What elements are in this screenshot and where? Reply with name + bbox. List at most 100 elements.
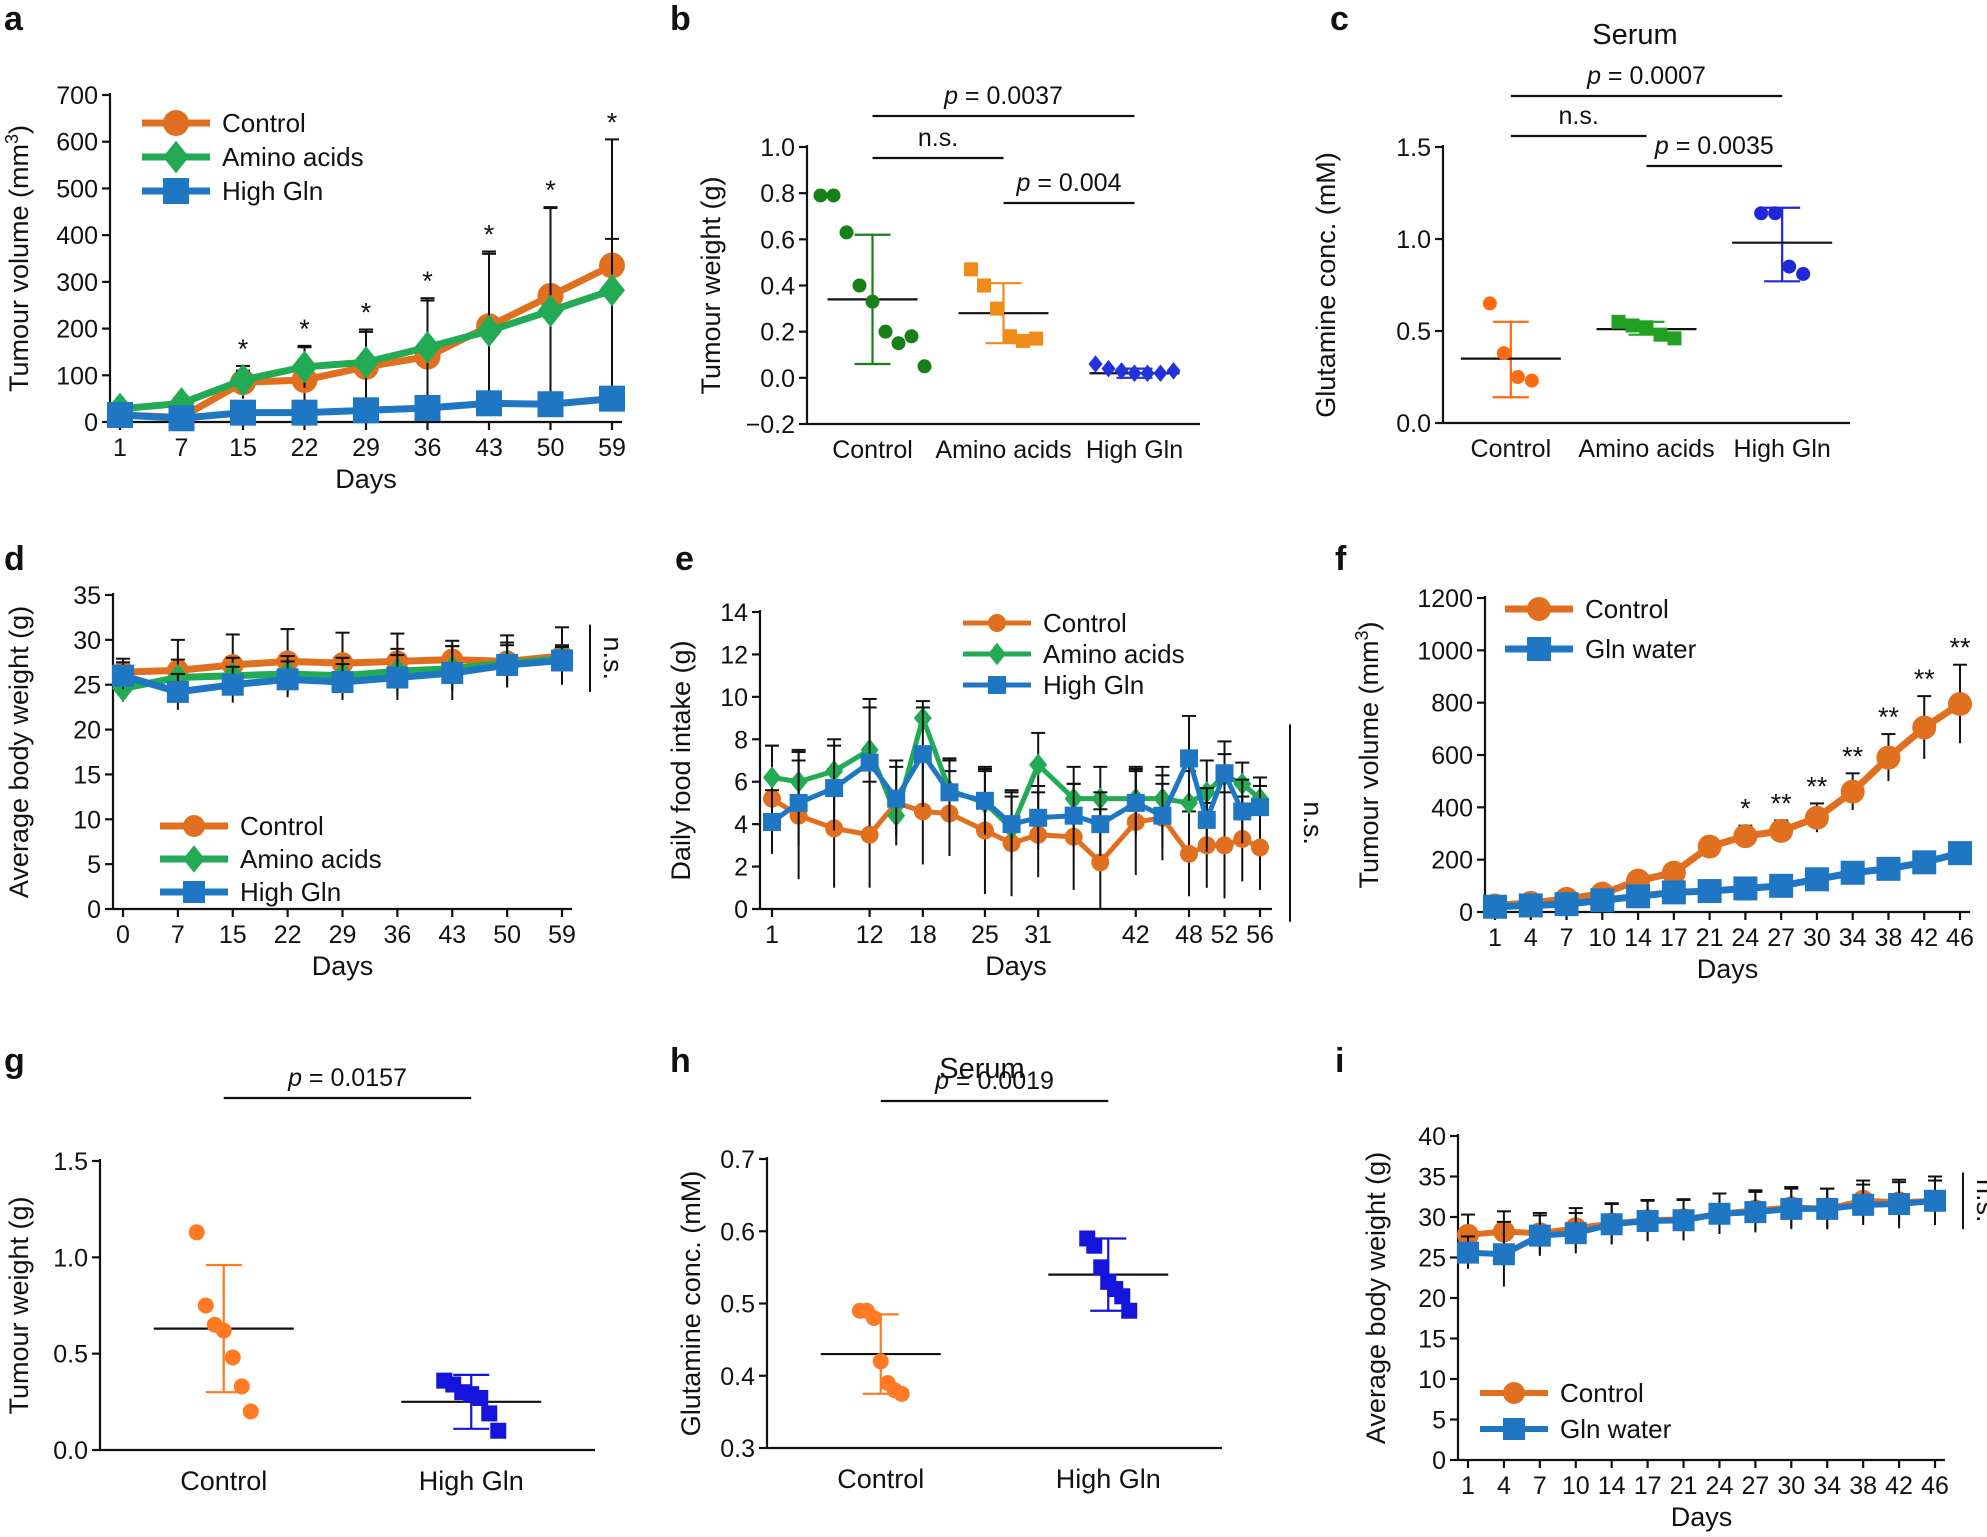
- data-point: [1661, 860, 1686, 885]
- x-tick-label: 38: [1849, 1472, 1877, 1500]
- y-tick-label: 14: [720, 599, 748, 627]
- data-point: [1496, 346, 1511, 361]
- data-point: [1002, 815, 1021, 834]
- data-point: [789, 793, 808, 812]
- x-tick-label: 1: [1488, 924, 1502, 952]
- y-tick-label: 600: [1431, 742, 1473, 770]
- data-point: [276, 668, 299, 691]
- y-tick-label: 0.2: [760, 319, 795, 347]
- data-point: [221, 673, 244, 696]
- data-point: [891, 336, 906, 351]
- x-tick-label: 52: [1211, 921, 1239, 949]
- data-point: [1948, 841, 1972, 866]
- data-point: [1804, 867, 1829, 892]
- y-axis-label: Average body weight (g): [1361, 1152, 1391, 1444]
- y-axis-label-close: ): [1354, 621, 1384, 630]
- y-tick-label: 10: [720, 684, 748, 712]
- data-point: [1804, 805, 1829, 830]
- legend-label: High Gln: [240, 877, 341, 907]
- p-value: = 0.0007: [1601, 62, 1706, 90]
- x-tick-label: 21: [1696, 924, 1724, 952]
- data-point: [1554, 892, 1579, 917]
- x-tick-label: 1: [1461, 1472, 1475, 1500]
- x-tick-label: 31: [1024, 921, 1052, 949]
- data-point: [1091, 853, 1110, 872]
- significance-marker: *: [361, 298, 372, 328]
- y-tick-label: 1.5: [53, 1148, 88, 1176]
- y-tick-label: 12: [720, 641, 748, 669]
- data-point: [1121, 1302, 1138, 1319]
- significance-marker: **: [1806, 771, 1828, 801]
- data-point: [913, 802, 932, 821]
- y-axis-label-text: Glutamine conc. (mM): [1311, 152, 1341, 418]
- data-point: [1912, 850, 1937, 875]
- y-tick-label: −0.2: [746, 411, 795, 439]
- legend-marker: [183, 815, 205, 837]
- y-tick-label: 10: [73, 806, 101, 834]
- data-point: [537, 391, 564, 418]
- x-tick-label: 48: [1175, 921, 1203, 949]
- panel-a-tumour-volume-chart: 0 100 200 300 400 500 600 700 1 7 15 22 29 36 43 50 59 Da…: [2, 82, 626, 494]
- legend: Control Gln water: [1480, 1378, 1672, 1444]
- data-point: [1016, 333, 1030, 348]
- data-point: [1127, 364, 1142, 382]
- y-tick-label: 800: [1431, 690, 1473, 718]
- y-tick-label: 30: [1418, 1204, 1446, 1232]
- comparison-label: n.s.: [1559, 102, 1599, 130]
- group-control: [813, 188, 932, 374]
- data-point: [1233, 802, 1252, 821]
- data-point: [1600, 1213, 1623, 1236]
- data-point: [872, 1353, 889, 1370]
- legend-label: High Gln: [1043, 670, 1144, 700]
- data-point: [197, 1297, 214, 1314]
- data-point: [168, 405, 195, 432]
- y-tick-label: 1200: [1417, 585, 1473, 613]
- legend-marker: [163, 140, 189, 174]
- panel-e-food-intake-chart: 0 2 4 6 8 10 12 14 1 12 18 25 31 42 48 52 56 Days Daily fo…: [666, 599, 1328, 981]
- comparison-label: p = 0.0037: [943, 82, 1063, 110]
- x-tick-label: 42: [1910, 924, 1938, 952]
- panel-letter-g: g: [4, 1042, 25, 1080]
- panel-letter-h: h: [670, 1042, 691, 1080]
- data-point: [1064, 806, 1083, 825]
- data-point: [865, 1309, 882, 1326]
- y-tick-label: 6: [734, 769, 748, 797]
- y-axis-label: Tumour weight (g): [4, 1196, 34, 1414]
- y-axis-label-text: Average body weight (g): [4, 606, 34, 898]
- group-control: [1460, 296, 1561, 399]
- y-axis-label-text: Tumour weight (g): [696, 176, 726, 394]
- legend-label: Control: [1585, 594, 1669, 624]
- x-tick-label: 7: [171, 921, 185, 949]
- data-point: [1653, 327, 1668, 342]
- series-amino-acids: [107, 207, 625, 426]
- data-point: [224, 1349, 241, 1366]
- x-tick-label: 0: [116, 921, 130, 949]
- group-high-gln: [1732, 206, 1833, 283]
- legend-label: Amino acids: [1043, 639, 1185, 669]
- data-point: [1672, 1209, 1695, 1232]
- data-point: [1816, 1197, 1839, 1220]
- x-tick-label: 46: [1921, 1472, 1949, 1500]
- data-point: [1769, 873, 1794, 898]
- x-tick-label: 25: [971, 921, 999, 949]
- data-point: [1782, 259, 1797, 274]
- x-category-label: Amino acids: [935, 436, 1071, 464]
- p-symbol: p: [287, 1064, 302, 1092]
- data-point: [1088, 355, 1103, 373]
- x-tick-label: 29: [352, 434, 380, 462]
- data-point: [414, 394, 441, 421]
- x-tick-label: 27: [1741, 1472, 1769, 1500]
- data-point: [481, 1405, 498, 1422]
- y-tick-label: 400: [56, 222, 98, 250]
- data-point: [1924, 1189, 1946, 1212]
- panel-letter-i: i: [1335, 1042, 1344, 1080]
- legend-marker: [988, 642, 1006, 666]
- data-point: [826, 188, 841, 203]
- y-tick-label: 0.6: [720, 1218, 755, 1246]
- data-point: [476, 314, 502, 348]
- panel-d-body-weight-chart: 0 5 10 15 20 25 30 35 0 7 15 22 29 36 43 50 59 Days Averag…: [4, 582, 628, 981]
- data-point: [1768, 206, 1783, 221]
- y-tick-label: 25: [1418, 1245, 1446, 1273]
- x-tick-label: 22: [274, 921, 302, 949]
